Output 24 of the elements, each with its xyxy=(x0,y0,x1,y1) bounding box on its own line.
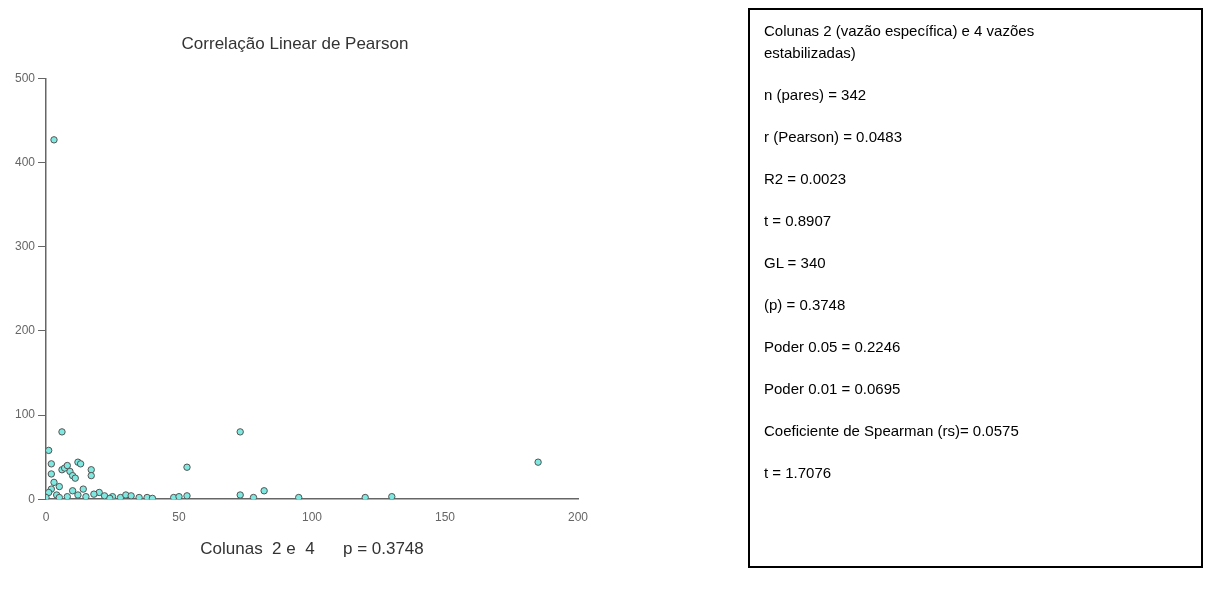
x-tick-label: 0 xyxy=(42,509,50,524)
y-tick-label: 0 xyxy=(28,491,36,506)
text: n (pares) = 342 xyxy=(764,85,868,105)
x-tick-label: 100 xyxy=(302,509,323,524)
x-axis-title: Colunas 2 e 4 p = 0.3748 xyxy=(200,539,424,559)
text: r (Pearson) = 0.0483 xyxy=(764,127,903,147)
text: t = 0.8907 xyxy=(764,211,833,231)
text: Poder 0.01 = 0.0695 xyxy=(764,379,902,399)
text: Colunas 2 (vazão específica) e 4 vazões estabilizadas) xyxy=(764,21,1036,63)
x-tick-label: 150 xyxy=(434,509,456,524)
x-tick-label: 50 xyxy=(172,509,187,524)
text: Poder 0.05 = 0.2246 xyxy=(764,337,902,357)
text: (p) = 0.3748 xyxy=(764,295,847,315)
text: GL = 340 xyxy=(764,253,827,273)
y-tick-label: 300 xyxy=(14,239,36,254)
y-tick-label: 200 xyxy=(14,323,36,338)
text: Coeficiente de Spearman (rs)= 0.0575 xyxy=(764,421,1020,441)
y-tick-label: 100 xyxy=(14,407,36,422)
y-tick-label: 500 xyxy=(14,70,36,85)
text: t = 1.7076 xyxy=(764,463,833,483)
text: R2 = 0.0023 xyxy=(764,169,848,189)
y-tick-label: 400 xyxy=(14,154,36,169)
x-tick-label: 200 xyxy=(567,509,589,524)
chart-title: Correlação Linear de Pearson xyxy=(181,33,409,53)
